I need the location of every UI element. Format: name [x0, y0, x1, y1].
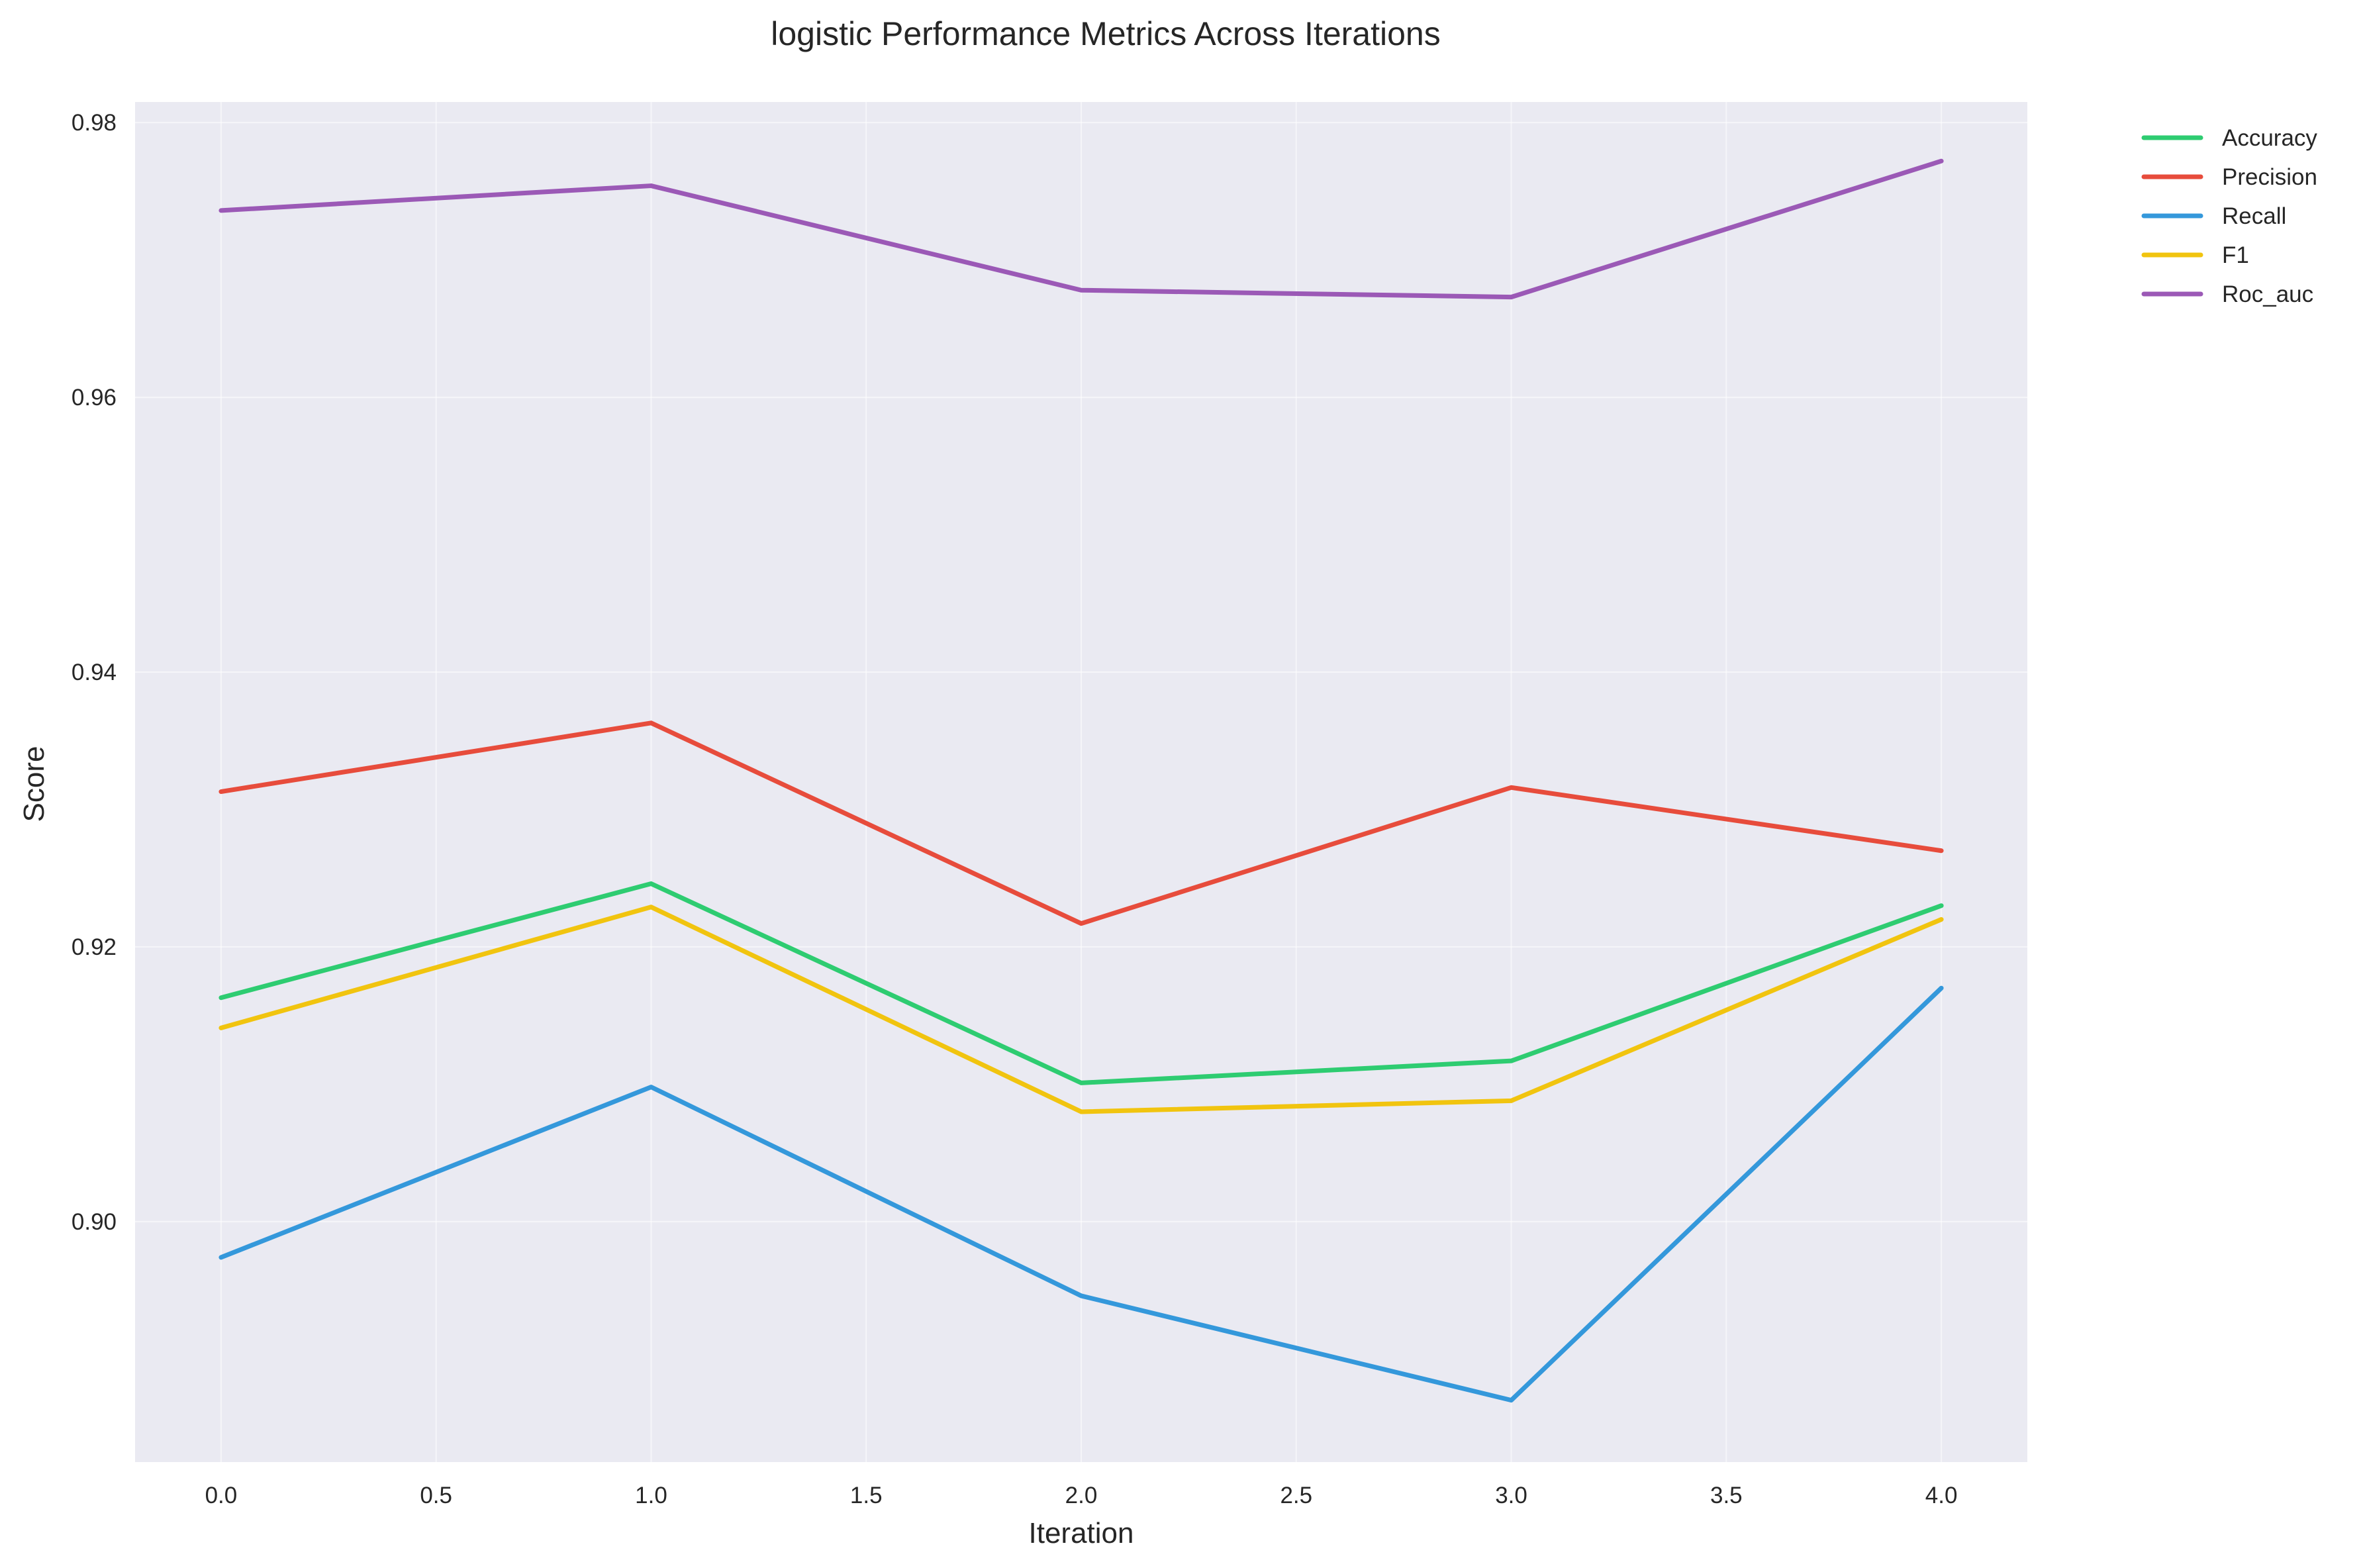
x-tick-label: 2.5: [1280, 1483, 1312, 1508]
series-lines: [218, 158, 1944, 1403]
x-tick-label: 1.5: [850, 1483, 883, 1508]
grid-lines: [135, 102, 2027, 1462]
legend-label-precision: Precision: [2222, 164, 2317, 190]
series-line-recall: [218, 985, 1944, 1403]
y-tick-label: 0.96: [72, 385, 117, 411]
legend: Accuracy Precision Recall F1 Roc_auc: [2141, 125, 2317, 307]
series-line-roc_auc: [218, 158, 1944, 300]
x-tick-label: 2.0: [1065, 1483, 1098, 1508]
series-line-precision: [218, 720, 1944, 926]
x-tick-label: 3.0: [1495, 1483, 1527, 1508]
y-axis-ticks: 0.90 0.92 0.94 0.96 0.98: [72, 110, 117, 1235]
legend-label-f1: F1: [2222, 242, 2249, 268]
y-tick-label: 0.94: [72, 660, 117, 685]
x-tick-label: 1.0: [635, 1483, 667, 1508]
x-tick-label: 0.5: [420, 1483, 452, 1508]
x-tick-label: 0.0: [205, 1483, 238, 1508]
series-line-f1: [218, 905, 1944, 1114]
legend-label-accuracy: Accuracy: [2222, 125, 2317, 151]
legend-label-recall: Recall: [2222, 203, 2286, 229]
y-tick-label: 0.90: [72, 1209, 117, 1235]
y-tick-label: 0.98: [72, 110, 117, 136]
x-axis-ticks: 0.0 0.5 1.0 1.5 2.0 2.5 3.0 3.5 4.0: [205, 1483, 1958, 1508]
x-axis-label: Iteration: [1029, 1517, 1134, 1549]
x-tick-label: 4.0: [1925, 1483, 1958, 1508]
y-axis-label: Score: [18, 746, 50, 822]
chart-title: logistic Performance Metrics Across Iter…: [771, 15, 1440, 52]
series-line-accuracy: [218, 881, 1944, 1085]
x-tick-label: 3.5: [1710, 1483, 1743, 1508]
y-tick-label: 0.92: [72, 934, 117, 960]
legend-label-roc_auc: Roc_auc: [2222, 281, 2313, 307]
